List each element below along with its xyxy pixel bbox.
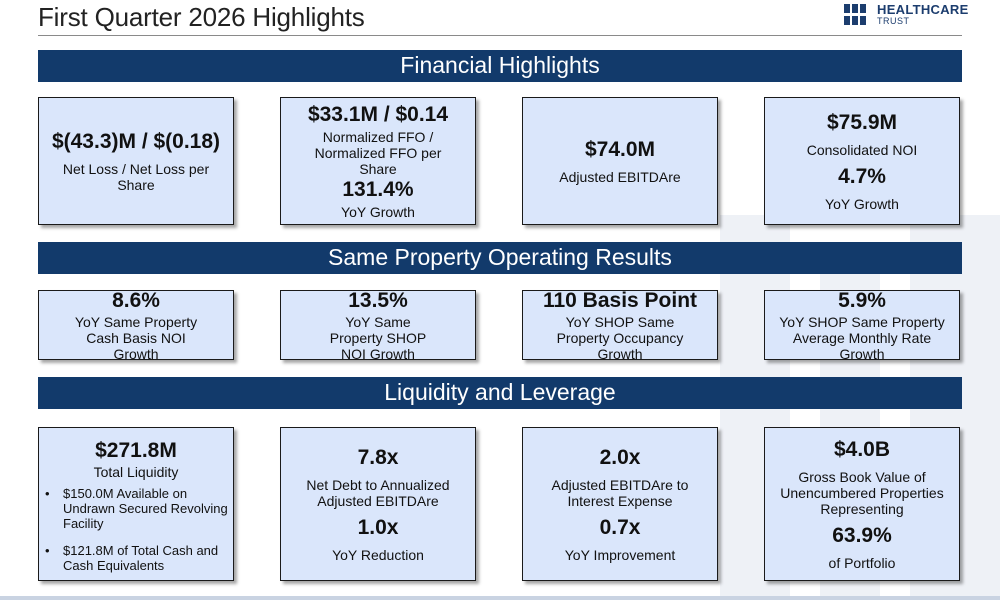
card-consolidated-noi: $75.9M Consolidated NOI 4.7% YoY Growth (764, 97, 960, 225)
card-secondary-label: YoY Growth (825, 196, 899, 212)
card-label: Net Debt to Annualized Adjusted EBITDAre (306, 477, 450, 509)
card-value: $(43.3)M / $(0.18) (51, 130, 221, 153)
card-label: Adjusted EBITDAre to Interest Expense (551, 477, 689, 509)
card-cash-basis-noi-growth: 8.6% YoY Same Property Cash Basis NOI Gr… (38, 289, 234, 362)
page-title: First Quarter 2026 Highlights (38, 2, 365, 32)
card-value: 110 Basis Point (542, 289, 698, 312)
card-label: YoY Same Property SHOP NOI Growth (329, 314, 427, 362)
card-label: Gross Book Value of Unencumbered Propert… (780, 469, 944, 517)
logo-text-line1: HEALTHCARE (877, 2, 969, 17)
card-secondary-label: YoY Improvement (564, 547, 676, 563)
section-header-same-property: Same Property Operating Results (38, 242, 962, 274)
card-value: 5.9% (838, 289, 886, 312)
card-label: YoY SHOP Same Property Average Monthly R… (779, 314, 945, 362)
card-label: Normalized FFO / Normalized FFO per Shar… (314, 128, 442, 177)
card-secondary-value: 1.0x (357, 516, 399, 539)
header: First Quarter 2026 Highlights HEALTHCARE… (0, 0, 1000, 40)
card-value: $271.8M (95, 439, 177, 462)
card-net-debt-ratio: 7.8x Net Debt to Annualized Adjusted EBI… (280, 427, 476, 581)
card-secondary-value: 4.7% (838, 165, 886, 188)
logo-grid-icon (844, 4, 872, 26)
footer-divider (0, 596, 1000, 600)
card-value: 13.5% (348, 289, 408, 312)
logo-text-line2: TRUST (877, 16, 910, 26)
card-interest-coverage: 2.0x Adjusted EBITDAre to Interest Expen… (522, 427, 718, 581)
company-logo: HEALTHCARE TRUST (844, 2, 974, 28)
section-header-financial-highlights: Financial Highlights (38, 50, 962, 82)
list-item: $150.0M Available on Undrawn Secured Rev… (43, 486, 229, 531)
card-occupancy-growth: 110 Basis Point YoY SHOP Same Property O… (522, 289, 718, 362)
card-value: $75.9M (826, 111, 898, 134)
card-secondary-value: 131.4% (342, 178, 414, 202)
card-value: 2.0x (599, 446, 641, 469)
card-shop-noi-growth: 13.5% YoY Same Property SHOP NOI Growth (280, 289, 476, 362)
card-value: $74.0M (584, 138, 656, 161)
card-value: $4.0B (833, 438, 891, 461)
card-net-loss: $(43.3)M / $(0.18) Net Loss / Net Loss p… (38, 97, 234, 225)
card-value: 7.8x (357, 446, 399, 469)
card-label: Adjusted EBITDAre (559, 169, 681, 185)
card-label: Net Loss / Net Loss per Share (62, 161, 210, 193)
liquidity-bullet-list: $150.0M Available on Undrawn Secured Rev… (43, 486, 229, 585)
card-normalized-ffo: $33.1M / $0.14 Normalized FFO / Normaliz… (280, 97, 476, 225)
card-value: 8.6% (112, 289, 160, 312)
card-secondary-label: YoY Growth (341, 204, 415, 221)
card-value: $33.1M / $0.14 (307, 103, 449, 126)
card-average-monthly-rate-growth: 5.9% YoY SHOP Same Property Average Mont… (764, 289, 960, 362)
list-item: $121.8M of Total Cash and Cash Equivalen… (43, 543, 229, 573)
card-secondary-label: YoY Reduction (332, 547, 424, 563)
card-label: YoY SHOP Same Property Occupancy Growth (556, 314, 684, 362)
card-label: Total Liquidity (93, 464, 179, 480)
card-label: Consolidated NOI (806, 142, 918, 158)
card-secondary-value: 0.7x (599, 516, 641, 539)
card-secondary-value: 63.9% (832, 524, 892, 547)
section-header-liquidity-leverage: Liquidity and Leverage (38, 377, 962, 409)
card-secondary-label: of Portfolio (828, 555, 896, 571)
card-total-liquidity: $271.8M Total Liquidity $150.0M Availabl… (38, 427, 234, 581)
title-divider (38, 35, 962, 36)
card-unencumbered-properties: $4.0B Gross Book Value of Unencumbered P… (764, 427, 960, 581)
card-adjusted-ebitdare: $74.0M Adjusted EBITDAre (522, 97, 718, 225)
card-label: YoY Same Property Cash Basis NOI Growth (74, 314, 198, 362)
